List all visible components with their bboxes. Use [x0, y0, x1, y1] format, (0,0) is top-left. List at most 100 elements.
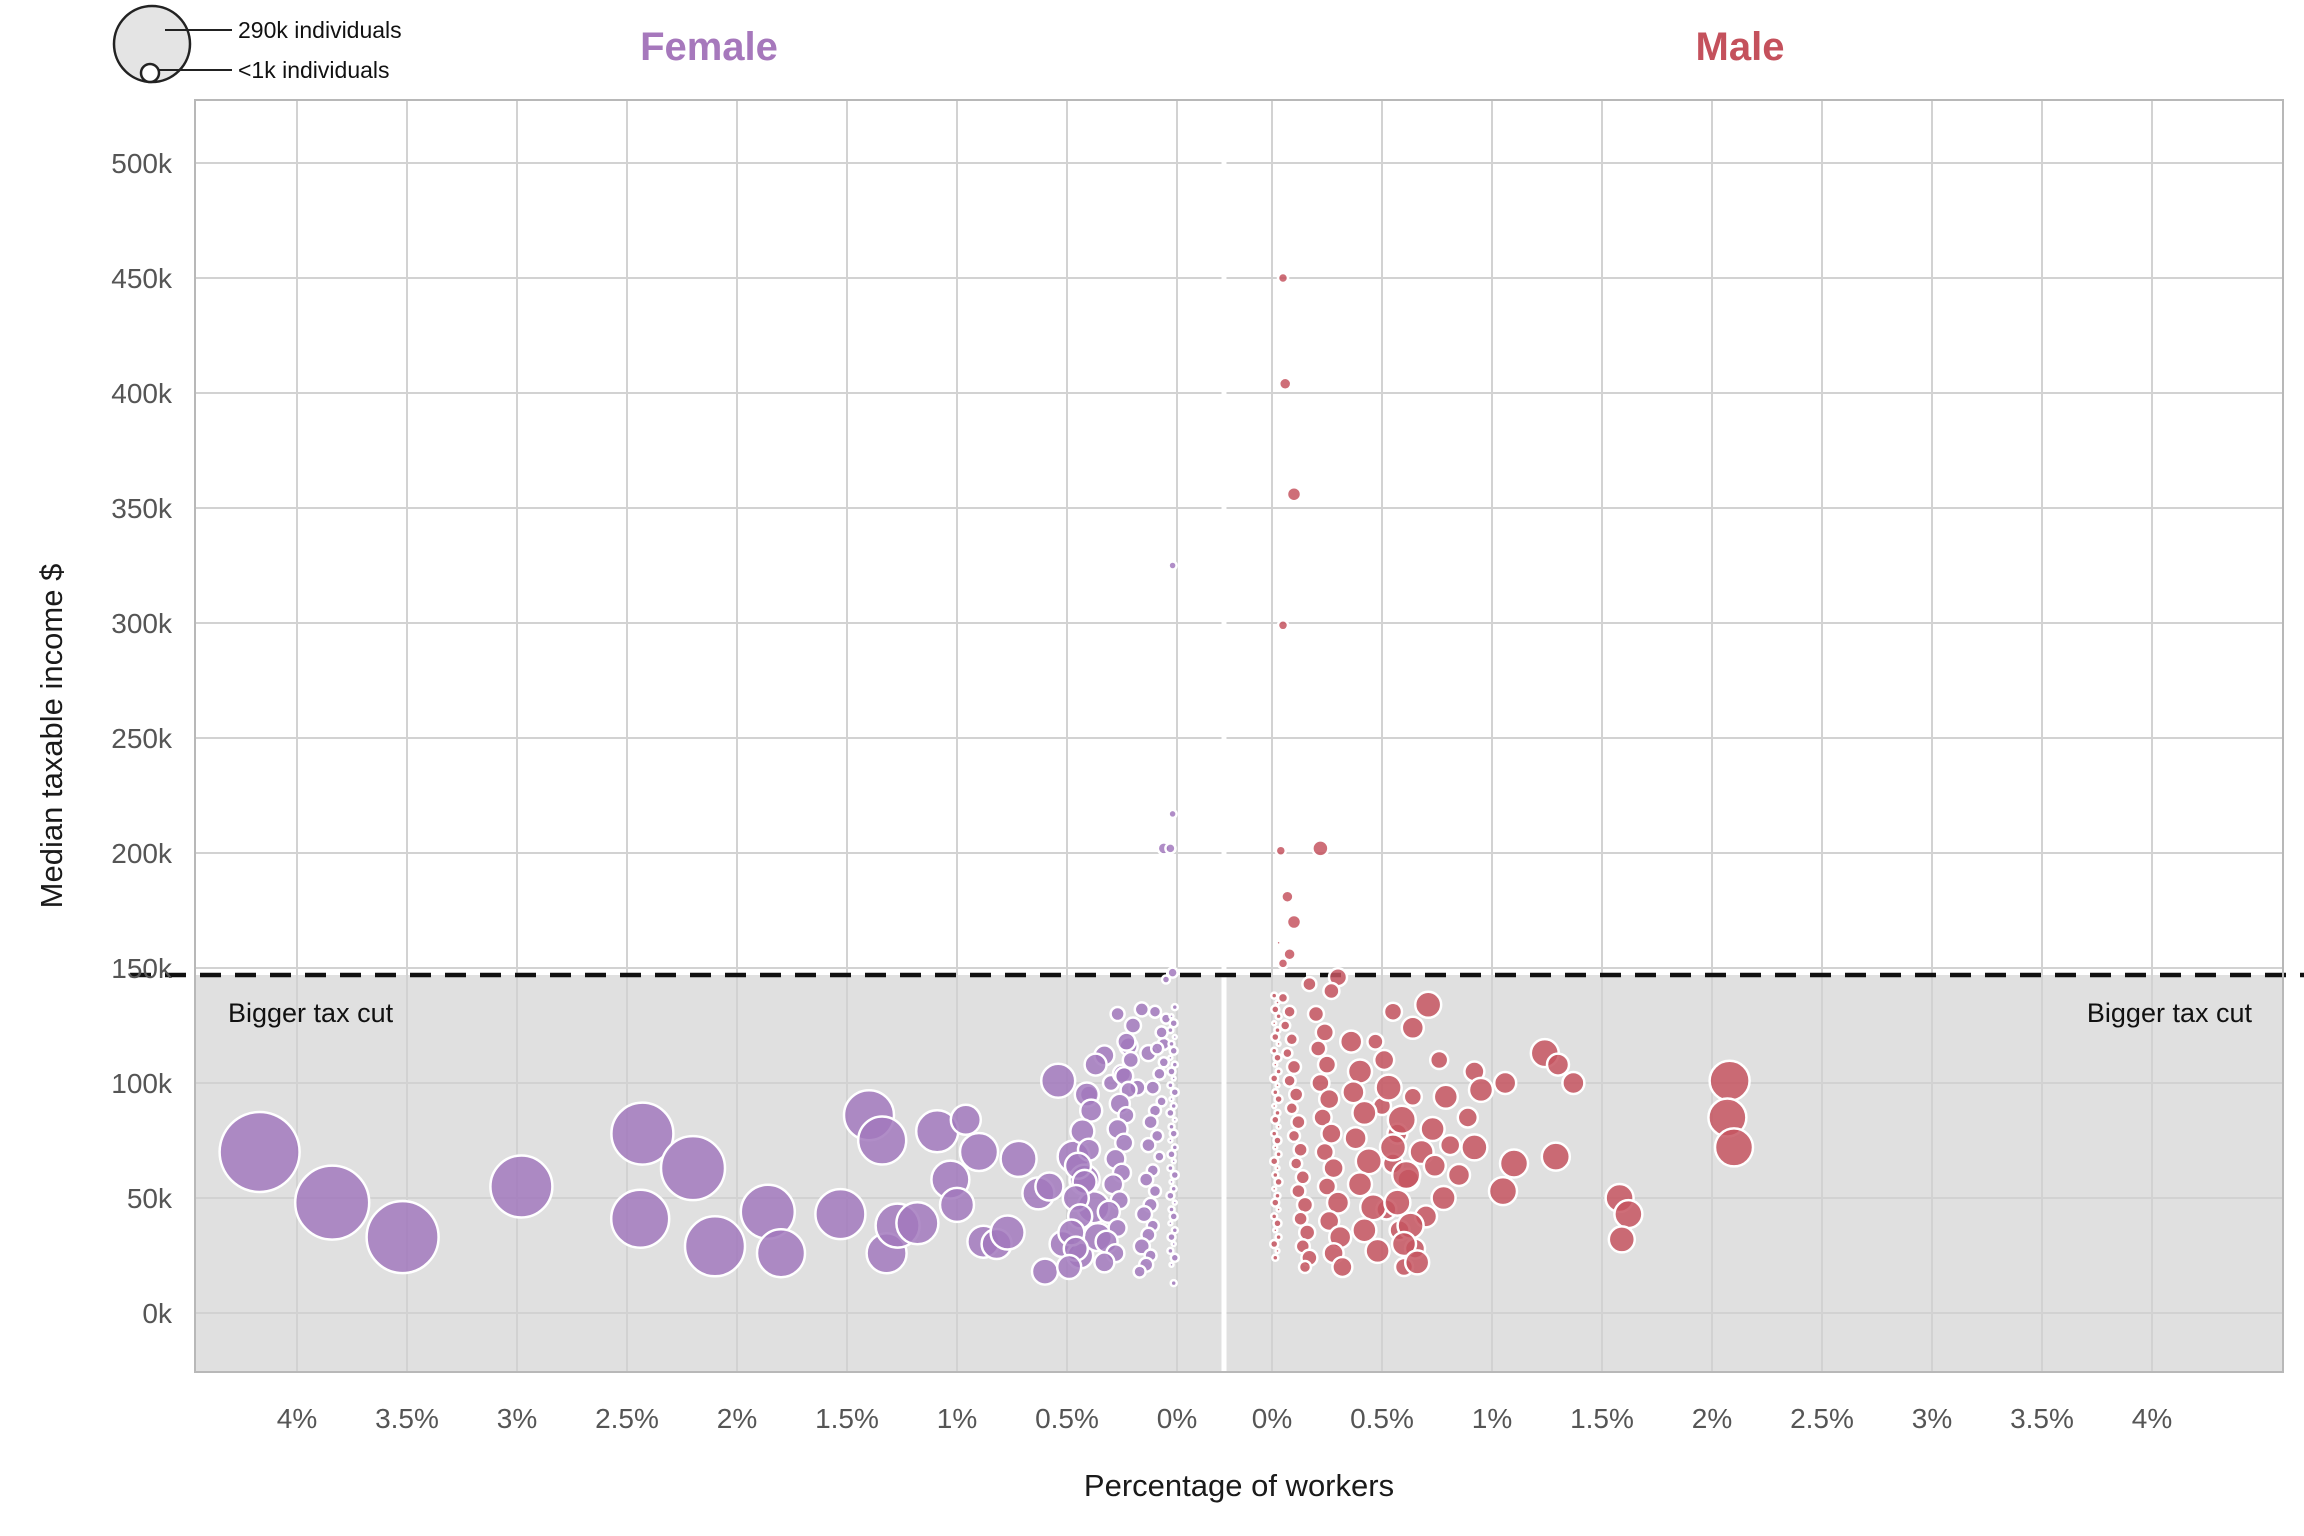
bubble-male[interactable] [1284, 1101, 1300, 1116]
bubble-male[interactable] [1358, 1192, 1388, 1222]
bubble-female[interactable] [814, 1187, 867, 1241]
bubble-female[interactable] [1166, 966, 1179, 979]
bubble-female[interactable] [1132, 1264, 1147, 1279]
bubble-female[interactable] [1171, 1116, 1179, 1124]
bubble-female[interactable] [1166, 1246, 1175, 1256]
bubble-male[interactable] [1274, 1067, 1283, 1076]
bubble-female[interactable] [1109, 1005, 1126, 1023]
bubble-female[interactable] [895, 1201, 940, 1246]
bubble-male[interactable] [1322, 981, 1341, 1001]
bubble-male[interactable] [1287, 1086, 1305, 1103]
bubble-female[interactable] [1168, 1128, 1179, 1139]
bubble-male[interactable] [1343, 1125, 1368, 1151]
bubble-female[interactable] [1167, 560, 1178, 571]
bubble-female[interactable] [1168, 1261, 1175, 1268]
bubble-female[interactable] [1121, 1050, 1141, 1070]
bubble-male[interactable] [1282, 1073, 1297, 1088]
bubble-male[interactable] [1346, 1058, 1374, 1085]
bubble-female[interactable] [1168, 1178, 1175, 1186]
bubble-male[interactable] [1272, 1061, 1279, 1068]
bubble-male[interactable] [1310, 1072, 1331, 1094]
bubble-male[interactable] [1274, 1232, 1283, 1242]
bubble-male[interactable] [1311, 839, 1330, 858]
bubble-male[interactable] [1331, 1255, 1354, 1279]
bubble-male[interactable] [1270, 1102, 1278, 1110]
bubble-male[interactable] [1487, 1175, 1519, 1207]
bubble-female[interactable] [1169, 1278, 1178, 1288]
bubble-male[interactable] [1272, 1226, 1279, 1234]
bubble-male[interactable] [1282, 946, 1297, 962]
bubble-male[interactable] [1270, 1197, 1281, 1208]
bubble-male[interactable] [1276, 619, 1290, 632]
bubble-male[interactable] [1446, 1162, 1472, 1188]
bubble-male[interactable] [1713, 1127, 1755, 1168]
bubble-female[interactable] [1147, 1183, 1163, 1199]
bubble-male[interactable] [1282, 1004, 1297, 1019]
bubble-male[interactable] [1372, 1048, 1396, 1072]
bubble-male[interactable] [1366, 1032, 1385, 1051]
bubble-male[interactable] [1308, 1039, 1328, 1058]
bubble-male[interactable] [1613, 1198, 1644, 1230]
bubble-male[interactable] [1708, 1059, 1751, 1102]
bubble-female[interactable] [1083, 1052, 1108, 1077]
bubble-female[interactable] [1168, 1095, 1175, 1103]
bubble-female[interactable] [1168, 1017, 1179, 1029]
bubble-male[interactable] [1364, 1237, 1391, 1265]
bubble-male[interactable] [1273, 1093, 1284, 1105]
bubble-male[interactable] [1278, 1019, 1292, 1032]
bubble-male[interactable] [1316, 1054, 1338, 1075]
bubble-male[interactable] [1276, 991, 1290, 1005]
bubble-female[interactable] [1171, 1199, 1179, 1206]
bubble-male[interactable] [1403, 1249, 1431, 1276]
bubble-male[interactable] [1419, 1115, 1446, 1143]
bubble-female[interactable] [1168, 1211, 1179, 1222]
bubble-male[interactable] [1540, 1141, 1572, 1172]
bubble-male[interactable] [1285, 1058, 1303, 1076]
bubble-male[interactable] [1275, 1206, 1282, 1213]
bubble-female[interactable] [1166, 1149, 1177, 1160]
bubble-female[interactable] [1116, 1031, 1137, 1052]
bubble-female[interactable] [218, 1110, 301, 1194]
bubble-male[interactable] [1316, 1176, 1338, 1197]
bubble-male[interactable] [1272, 1218, 1283, 1229]
bubble-female[interactable] [610, 1101, 675, 1166]
bubble-male[interactable] [1607, 1225, 1637, 1254]
bubble-male[interactable] [1314, 1022, 1336, 1043]
bubble-male[interactable] [1386, 1104, 1418, 1136]
bubble-male[interactable] [1274, 999, 1281, 1006]
bubble-male[interactable] [1292, 1210, 1309, 1227]
bubble-male[interactable] [1274, 1247, 1281, 1255]
bubble-male[interactable] [1273, 1176, 1284, 1188]
bubble-female[interactable] [1113, 1132, 1135, 1154]
bubble-female[interactable] [958, 1131, 1000, 1173]
bubble-male[interactable] [1275, 939, 1282, 946]
bubble-male[interactable] [1413, 990, 1443, 1020]
bubble-male[interactable] [1288, 1156, 1304, 1171]
bubble-male[interactable] [1498, 1148, 1530, 1179]
bubble-female[interactable] [1134, 1204, 1154, 1224]
bubble-male[interactable] [1314, 1141, 1336, 1163]
bubble-female[interactable] [1157, 1056, 1171, 1069]
bubble-female[interactable] [1152, 1066, 1167, 1082]
bubble-female[interactable] [1169, 1086, 1181, 1098]
bubble-male[interactable] [1383, 1188, 1412, 1217]
bubble-female[interactable] [1169, 1169, 1181, 1181]
bubble-male[interactable] [1545, 1052, 1571, 1077]
bubble-female[interactable] [1153, 1150, 1166, 1163]
bubble-female[interactable] [1055, 1253, 1083, 1281]
bubble-female[interactable] [949, 1103, 983, 1137]
bubble-male[interactable] [1492, 1070, 1518, 1096]
bubble-female[interactable] [1166, 1025, 1175, 1035]
bubble-male[interactable] [1297, 1259, 1313, 1275]
bubble-male[interactable] [1274, 1164, 1281, 1172]
bubble-female[interactable] [1149, 1041, 1165, 1056]
bubble-female[interactable] [609, 1188, 671, 1249]
bubble-male[interactable] [1284, 1032, 1300, 1047]
bubble-female[interactable] [1154, 1025, 1169, 1040]
bubble-male[interactable] [1341, 1079, 1366, 1105]
bubble-male[interactable] [1295, 1195, 1315, 1215]
bubble-male[interactable] [1268, 1238, 1280, 1250]
bubble-male[interactable] [1274, 1012, 1283, 1021]
bubble-male[interactable] [1438, 1133, 1462, 1157]
bubble-male[interactable] [1268, 1155, 1280, 1167]
